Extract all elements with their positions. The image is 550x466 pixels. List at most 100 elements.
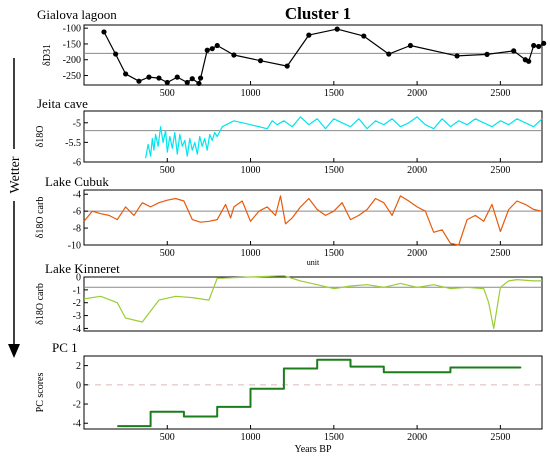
y-tick-label: -2: [73, 400, 81, 411]
x-tick-label: 2500: [490, 165, 510, 176]
x-tick-label: 2000: [407, 248, 427, 259]
x-tick-label: 1000: [241, 432, 261, 443]
y-tick-label: 2: [76, 361, 81, 372]
series-line: [117, 358, 522, 428]
y-tick-label: -250: [63, 71, 81, 82]
x-tick-label: 500: [160, 432, 175, 443]
axis-note: unit: [307, 258, 320, 267]
x-tick-label: 1500: [324, 165, 344, 176]
y-tick-label: -4: [73, 324, 81, 335]
series-line: [103, 28, 545, 84]
y-tick-label: -200: [63, 55, 81, 66]
data-point: [123, 71, 129, 77]
data-point: [511, 48, 517, 54]
x-tick-label: 1500: [324, 88, 344, 99]
plot-frame: [83, 355, 543, 430]
y-tick-label: -6: [73, 207, 81, 218]
x-tick-label: 2500: [490, 432, 510, 443]
y-tick-label: 0: [76, 273, 81, 284]
y-tick-label: -4: [73, 190, 81, 201]
x-tick-label: 2500: [490, 88, 510, 99]
data-point: [407, 42, 414, 49]
x-tick-label: 1000: [241, 248, 261, 259]
x-tick-label: 1500: [324, 432, 344, 443]
panel-title: Gialova lagoon: [37, 7, 117, 22]
data-point: [209, 46, 215, 52]
data-point: [189, 76, 195, 82]
y-tick-label: -10: [68, 241, 81, 252]
data-point: [531, 42, 537, 49]
x-tick-label: 500: [160, 248, 175, 259]
x-tick-label: 500: [160, 88, 175, 99]
data-point: [101, 29, 107, 35]
y-tick-label: -5: [73, 118, 81, 129]
y-tick-label: -8: [73, 224, 81, 235]
data-point: [454, 53, 460, 59]
y-tick-label: -1: [73, 285, 81, 296]
data-point: [361, 33, 367, 39]
data-point: [164, 79, 170, 86]
data-point: [284, 63, 290, 69]
y-tick-label: 0: [76, 380, 81, 391]
data-point: [541, 40, 547, 46]
panel-3: Lake Cubuk-4 -6 -8 -10 δ18O carb 500 1000 1500 2…: [35, 174, 543, 267]
series-line: [145, 116, 543, 159]
plot-frame: [83, 189, 543, 246]
data-point: [197, 75, 204, 81]
data-point: [146, 74, 152, 80]
panel-title: PC 1: [52, 340, 78, 355]
x-tick-label: 2000: [407, 432, 427, 443]
data-point: [484, 51, 490, 57]
data-point: [136, 78, 142, 84]
x-tick-label: 1500: [324, 248, 344, 259]
data-point: [174, 74, 180, 80]
y-tick-label: -100: [63, 24, 81, 35]
x-tick-label: 2500: [490, 248, 510, 259]
panel-5: PC 1 2 0 -2 -4 PC scores 500 1000 1500 2000 2500 Ye…: [35, 340, 543, 455]
y-axis-label: PC scores: [35, 373, 46, 413]
x-axis-label: Years BP: [294, 444, 331, 455]
data-point: [204, 47, 210, 53]
wetter-label: Wetter: [8, 156, 23, 193]
series-line: [83, 195, 543, 246]
data-point: [386, 51, 392, 57]
data-point: [257, 58, 264, 64]
x-tick-label: 500: [160, 165, 175, 176]
panel-title: Jeita cave: [37, 96, 88, 111]
y-axis-label: δ18O: [35, 126, 46, 148]
y-tick-label: -150: [63, 39, 81, 50]
data-point: [184, 79, 190, 86]
panel-1: Gialova lagoon -100 -150 -200 -250 δD31 500 100…: [37, 7, 547, 99]
plot-frame: [83, 276, 543, 332]
y-axis-label: δ18O carb: [35, 197, 46, 239]
data-point: [306, 32, 312, 38]
x-tick-label: 1000: [241, 88, 261, 99]
x-tick-label: 2000: [407, 88, 427, 99]
y-axis-label: δD31: [42, 44, 53, 66]
data-point: [526, 58, 532, 64]
panel-title: Lake Cubuk: [45, 174, 109, 189]
y-tick-label: -2: [73, 298, 81, 309]
wetter-arrow: Wetter: [3, 58, 25, 358]
panel-2: Jeita cave -5 -5.5 -6 δ18O 500 1000 1500 2000 250…: [35, 96, 543, 176]
data-point: [536, 43, 542, 50]
data-point: [231, 52, 237, 58]
y-tick-label: -4: [73, 419, 81, 430]
plot-frame: [83, 110, 543, 163]
x-tick-label: 1000: [241, 165, 261, 176]
data-point: [214, 42, 220, 49]
plot-frame: [83, 24, 543, 86]
data-point: [334, 26, 340, 32]
panel-title: Lake Kinneret: [45, 261, 120, 276]
y-axis-label: δ18O carb: [35, 283, 46, 325]
y-tick-label: -6: [73, 158, 81, 169]
x-tick-label: 2000: [407, 165, 427, 176]
series-line: [83, 275, 542, 329]
y-tick-label: -5.5: [65, 138, 81, 149]
y-tick-label: -3: [73, 311, 81, 322]
data-point: [196, 80, 202, 87]
data-point: [113, 51, 119, 57]
